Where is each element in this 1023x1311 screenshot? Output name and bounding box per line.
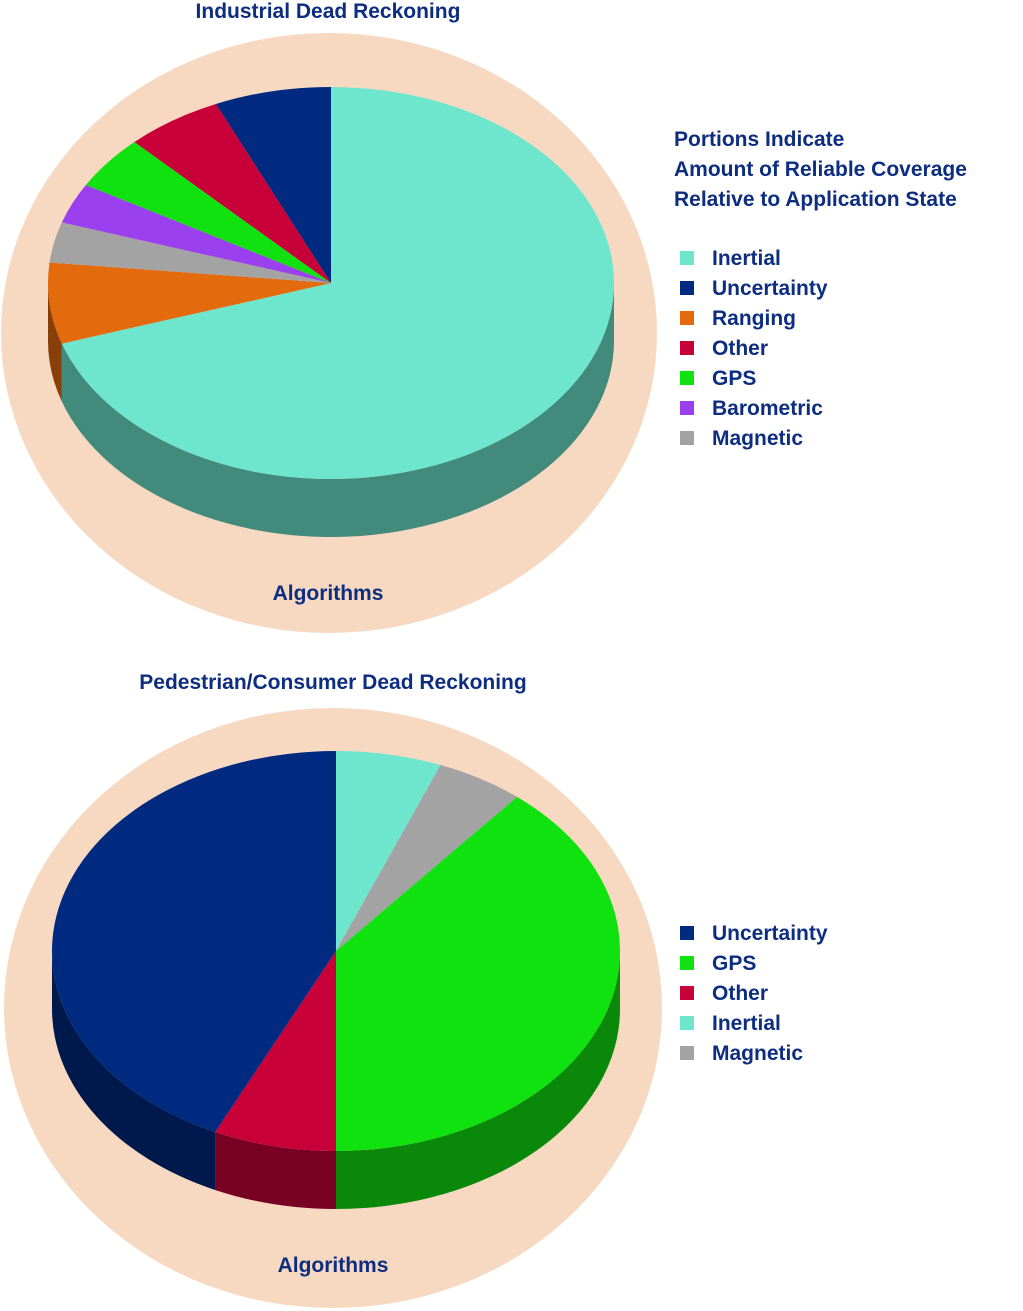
industrial-legend-swatch-other [680, 341, 694, 355]
pedestrian-legend-item-magnetic: Magnetic [680, 1042, 803, 1065]
pedestrian-legend-label-gps: GPS [712, 952, 756, 975]
pedestrian-legend-label-other: Other [712, 982, 768, 1005]
pedestrian-slice-inertial [336, 751, 441, 951]
pedestrian-legend-swatch-other [680, 986, 694, 1000]
industrial-legend-label-gps: GPS [712, 367, 756, 390]
pedestrian-pie-slices [51, 751, 620, 1151]
industrial-legend-label-other: Other [712, 337, 768, 360]
note-line-1: Portions Indicate [674, 128, 844, 151]
industrial-footer-label: Algorithms [273, 582, 384, 605]
industrial-legend-swatch-inertial [680, 251, 694, 265]
industrial-legend-label-barometric: Barometric [712, 397, 823, 420]
industrial-legend-swatch-magnetic [680, 431, 694, 445]
industrial-legend-label-ranging: Ranging [712, 307, 796, 330]
industrial-legend-item-ranging: Ranging [680, 307, 796, 330]
industrial-legend-swatch-barometric [680, 401, 694, 415]
industrial-legend-item-other: Other [680, 337, 768, 360]
pedestrian-footer-label: Algorithms [278, 1254, 389, 1277]
industrial-chart: Industrial Dead Reckoning Algorithms Por… [1, 0, 967, 633]
pedestrian-legend-item-uncertainty: Uncertainty [680, 922, 828, 945]
pedestrian-legend-item-inertial: Inertial [680, 1012, 781, 1035]
pedestrian-slice-magnetic [336, 765, 518, 951]
industrial-legend-swatch-uncertainty [680, 281, 694, 295]
pedestrian-legend-item-other: Other [680, 982, 768, 1005]
industrial-chart-title: Industrial Dead Reckoning [196, 0, 461, 23]
industrial-legend-item-uncertainty: Uncertainty [680, 277, 828, 300]
industrial-legend-label-magnetic: Magnetic [712, 427, 803, 450]
industrial-pie-sides [48, 283, 614, 537]
note-line-3: Relative to Application State [674, 188, 957, 211]
industrial-slice-barometric [61, 185, 331, 283]
pedestrian-legend-item-gps: GPS [680, 952, 756, 975]
industrial-slice-magnetic [49, 222, 332, 283]
industrial-legend-label-inertial: Inertial [712, 247, 781, 270]
pedestrian-legend-label-inertial: Inertial [712, 1012, 781, 1035]
industrial-side-inertial [61, 283, 614, 537]
pedestrian-side-uncertainty [52, 951, 216, 1190]
pedestrian-legend-swatch-inertial [680, 1016, 694, 1030]
industrial-slice-gps [85, 142, 331, 283]
pedestrian-slice-uncertainty [51, 751, 336, 1132]
pedestrian-side-other [215, 1131, 336, 1209]
note-line-2: Amount of Reliable Coverage [674, 158, 967, 181]
industrial-side-ranging [48, 283, 62, 402]
coverage-note: Portions Indicate Amount of Reliable Cov… [674, 128, 967, 211]
pedestrian-side-gps [336, 951, 620, 1209]
pedestrian-legend-swatch-gps [680, 956, 694, 970]
pedestrian-legend-swatch-magnetic [680, 1046, 694, 1060]
industrial-legend-label-uncertainty: Uncertainty [712, 277, 828, 300]
industrial-slice-uncertainty [215, 87, 331, 283]
pedestrian-slice-gps [336, 796, 620, 1151]
industrial-legend: Inertial Uncertainty Ranging Other GPS Barome… [680, 247, 828, 450]
industrial-legend-item-inertial: Inertial [680, 247, 781, 270]
industrial-legend-swatch-ranging [680, 311, 694, 325]
industrial-slice-ranging [48, 262, 331, 344]
pedestrian-slice-other [215, 951, 336, 1151]
industrial-legend-item-barometric: Barometric [680, 397, 823, 420]
pedestrian-legend-swatch-uncertainty [680, 926, 694, 940]
pedestrian-legend-label-magnetic: Magnetic [712, 1042, 803, 1065]
industrial-legend-swatch-gps [680, 371, 694, 385]
industrial-legend-item-magnetic: Magnetic [680, 427, 803, 450]
pedestrian-pie-sides [52, 951, 620, 1209]
industrial-legend-item-gps: GPS [680, 367, 756, 390]
industrial-slice-other [134, 103, 331, 283]
industrial-pie-slices [48, 87, 614, 479]
industrial-slice-inertial [61, 87, 614, 479]
pedestrian-legend: Uncertainty GPS Other Inertial Magnetic [680, 922, 828, 1065]
pedestrian-chart-title: Pedestrian/Consumer Dead Reckoning [139, 671, 526, 694]
pedestrian-chart: Pedestrian/Consumer Dead Reckoning Algor… [4, 671, 828, 1308]
pedestrian-legend-label-uncertainty: Uncertainty [712, 922, 828, 945]
